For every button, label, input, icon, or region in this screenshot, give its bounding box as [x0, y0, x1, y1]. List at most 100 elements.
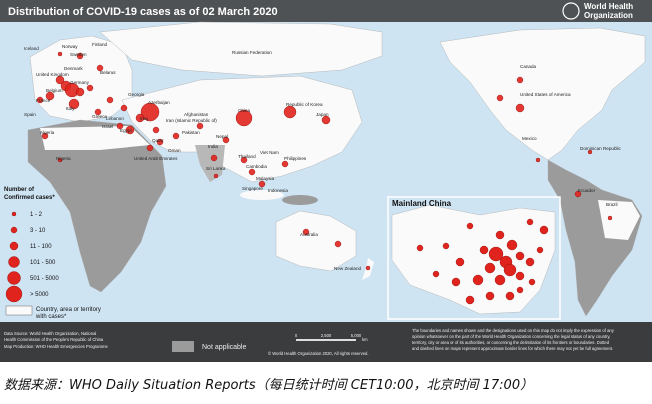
legend-label: 1 - 2: [30, 212, 43, 218]
legend-marker: [7, 271, 21, 285]
legend-territory: with cases*: [35, 314, 67, 320]
legend-marker: [9, 241, 19, 251]
data-source: Data Source: World Health Organization, …: [4, 331, 96, 336]
north-africa: [40, 126, 150, 150]
case-bubble: [213, 173, 219, 179]
case-bubble: [248, 168, 256, 176]
case-bubble: [485, 291, 495, 301]
case-bubble: [505, 291, 515, 301]
case-bubble: [302, 228, 310, 236]
data-source: Health Commission of the People's Republ…: [4, 337, 104, 342]
country-label: Norway: [62, 44, 78, 49]
country-label: Greece: [92, 114, 108, 119]
case-bubble: [321, 115, 331, 125]
not-applicable-swatch: [172, 341, 194, 352]
north-america: [439, 27, 646, 161]
scale-unit: km: [362, 337, 368, 342]
country-label: Iraq: [140, 116, 148, 121]
case-bubble: [506, 239, 518, 251]
case-bubble: [106, 96, 114, 104]
case-bubble: [516, 76, 524, 84]
scale-tick: 5,000: [351, 333, 362, 338]
inset-china: [391, 204, 556, 315]
case-bubble: [235, 109, 253, 127]
case-bubble: [515, 271, 525, 281]
case-bubble: [125, 125, 135, 135]
legend-title: Confirmed cases*: [4, 195, 55, 201]
inset-title: Mainland China: [392, 199, 452, 208]
legend-label: 501 - 5000: [30, 276, 59, 282]
case-bubble: [442, 242, 450, 250]
country-label: Brazil: [606, 202, 618, 207]
country-label: Italy: [66, 106, 75, 111]
case-bubble: [240, 156, 248, 164]
country-label: Japan: [316, 112, 329, 117]
south-america: [547, 159, 643, 317]
case-bubble: [515, 103, 525, 113]
inset-bubbles: [416, 218, 549, 305]
legend-marker: [11, 211, 17, 217]
legend-label: 11 - 100: [30, 244, 52, 250]
legend: 1 - 2 3 - 10 11 - 100 101 - 500 501 - 5000 > …: [5, 211, 59, 303]
country-label: Republic of Korea: [286, 102, 323, 107]
country-label: Nepal: [216, 134, 228, 139]
case-bubble: [607, 215, 613, 221]
case-bubble: [515, 251, 525, 261]
case-bubble: [146, 144, 154, 152]
country-label: Iran (Islamic Republic of): [166, 118, 217, 123]
case-bubble: [94, 108, 102, 116]
case-bubble: [135, 113, 145, 123]
case-bubble: [495, 230, 505, 240]
country-label: Georgia: [128, 92, 145, 97]
country-label: Pakistan: [182, 130, 200, 135]
case-bubble: [281, 160, 289, 168]
scale-tick: 0: [295, 333, 298, 338]
country-label: Singapore: [242, 186, 263, 191]
country-label: China: [238, 108, 250, 113]
org-name: World Health: [584, 2, 633, 11]
case-bubble: [488, 246, 504, 262]
case-bubble: [68, 98, 80, 110]
country-label: United Arab Emirates: [134, 156, 178, 161]
country-label: Spain: [24, 112, 36, 117]
caption: 数据来源：WHO Daily Situation Reports（每日统计时间 …: [4, 378, 534, 393]
case-bubble: [365, 265, 371, 271]
country-label: Sri Lanka: [206, 166, 226, 171]
legend-title: Number of: [4, 187, 35, 193]
case-bubble: [472, 274, 484, 286]
case-bubble: [516, 286, 524, 294]
islands: [240, 190, 284, 200]
scale-tick: 2,500: [321, 333, 332, 338]
country-label: India: [208, 144, 218, 149]
copyright: © World Health Organization 2020, All ri…: [268, 351, 369, 356]
disclaimer: opinion whatsoever on the part of the Wo…: [412, 334, 610, 339]
africa: [27, 119, 167, 293]
legend-label: > 5000: [30, 292, 49, 298]
map: Distribution of COVID-19 cases as of 02 …: [0, 0, 652, 362]
case-bubble: [196, 122, 204, 130]
brazil: [598, 200, 640, 240]
case-bubble: [479, 245, 489, 255]
case-bubble: [86, 84, 94, 92]
islands: [287, 150, 297, 170]
case-bubble: [587, 149, 593, 155]
case-bubble: [57, 51, 63, 57]
case-bubble: [258, 180, 266, 188]
country-label: Denmark: [64, 66, 83, 71]
not-applicable: Not applicable: [202, 344, 246, 351]
who-logo: [562, 2, 580, 20]
case-bubble: [526, 218, 534, 226]
case-bubble: [116, 122, 124, 130]
title: Distribution of COVID-19 cases as of 02 …: [8, 6, 278, 18]
australia: [275, 210, 357, 272]
country-label: France: [36, 98, 51, 103]
case-bubble: [455, 257, 465, 267]
case-bubble: [41, 132, 49, 140]
case-bubble: [36, 96, 44, 104]
case-bubble: [494, 274, 506, 286]
case-bubble: [210, 154, 218, 162]
land: [27, 21, 646, 317]
legend-label: 101 - 500: [30, 260, 56, 266]
